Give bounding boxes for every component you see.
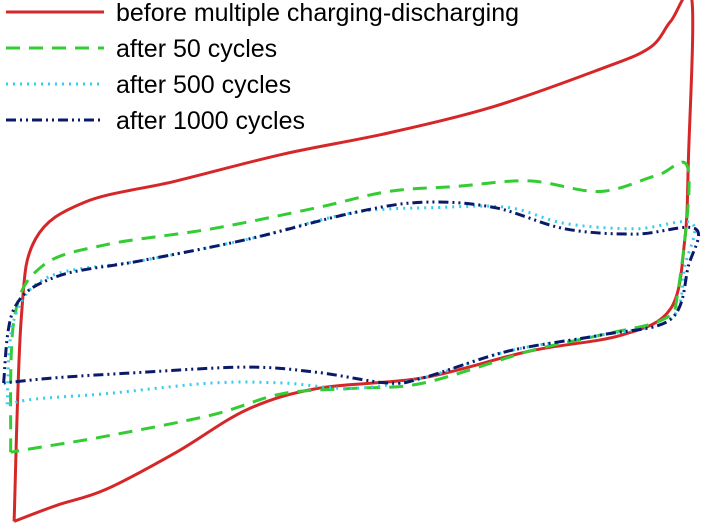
legend-label-4: after 1000 cycles [116, 107, 305, 135]
series-line-3 [5, 204, 697, 406]
series-line-4 [2, 200, 701, 385]
series-line-2 [9, 160, 691, 454]
curves [2, 0, 701, 523]
legend: before multiple charging-discharging afte… [6, 0, 519, 135]
legend-label-2: after 50 cycles [116, 35, 277, 63]
legend-label-1: before multiple charging-discharging [116, 0, 519, 27]
legend-label-3: after 500 cycles [116, 71, 291, 99]
series-line-1 [12, 0, 695, 523]
